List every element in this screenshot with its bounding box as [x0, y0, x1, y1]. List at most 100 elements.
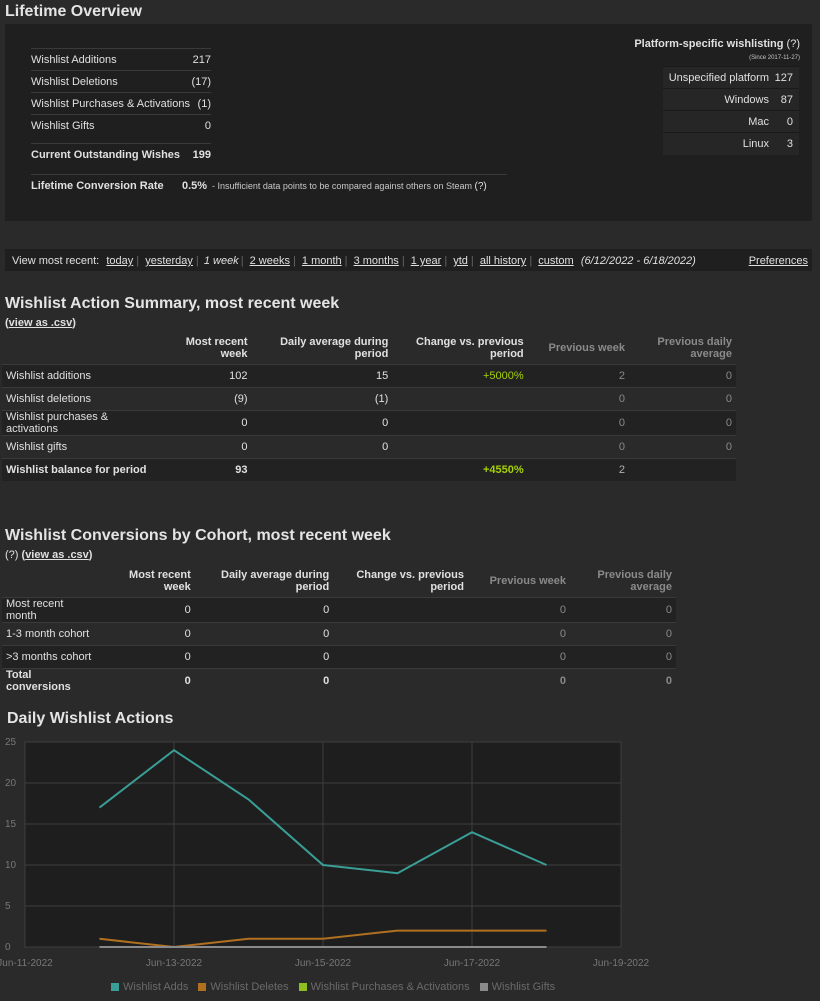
- cell-avg: 0: [194, 645, 334, 669]
- col-most-recent-week: Most recent week: [129, 568, 191, 593]
- legend-label: Wishlist Deletes: [210, 981, 289, 993]
- platform-title: Platform-specific wishlisting (?): [634, 38, 800, 50]
- cell-change: [392, 387, 528, 411]
- legend-item[interactable]: Wishlist Deletes: [198, 981, 289, 993]
- x-tick-label: Jun-11-2022: [0, 958, 53, 969]
- row-label: Wishlist deletions: [2, 387, 155, 411]
- cell-prevavg: 0: [570, 622, 676, 646]
- summary-table: Most recent week Daily average during pe…: [2, 331, 736, 481]
- legend-label: Wishlist Purchases & Activations: [310, 981, 470, 993]
- range-link-ytd[interactable]: ytd: [453, 255, 468, 267]
- cell-week: 0: [99, 622, 195, 646]
- cell-prevavg: 0: [570, 597, 676, 623]
- cell-change: [333, 597, 468, 623]
- table-row: >3 months cohort 0 0 0 0: [2, 645, 676, 669]
- cell-prev: 0: [527, 410, 629, 436]
- outstanding-value: 199: [192, 149, 211, 161]
- x-tick-label: Jun-17-2022: [444, 958, 501, 969]
- table-row: Wishlist gifts 0 0 0 0: [2, 435, 736, 459]
- range-link-2-weeks[interactable]: 2 weeks: [249, 255, 290, 267]
- cell-prev: 0: [527, 435, 629, 459]
- range-link-all-history[interactable]: all history: [479, 255, 527, 267]
- cell-week: 0: [99, 668, 195, 693]
- legend-swatch: [298, 983, 307, 991]
- legend-item[interactable]: Wishlist Purchases & Activations: [298, 981, 470, 993]
- cell-prevavg: [628, 458, 736, 481]
- legend-swatch: [111, 983, 119, 991]
- legend-item[interactable]: Wishlist Gifts: [479, 981, 556, 993]
- daily-wishlist-chart: 0 5 10 15 20 25 Jun-11-2022 Jun-13-2022 Jun-15-2…: [0, 737, 650, 969]
- cell-avg: 15: [251, 364, 393, 388]
- legend-label: Wishlist Gifts: [491, 981, 556, 993]
- cell-prevavg: 0: [628, 410, 736, 436]
- cell-avg: 0: [194, 668, 334, 693]
- lifetime-row-deletions: Wishlist Deletions (17): [31, 70, 211, 93]
- y-tick-label: 25: [5, 737, 17, 748]
- chart-title: Daily Wishlist Actions: [7, 710, 174, 727]
- summary-balance-row: Wishlist balance for period 93 +4550% 2: [2, 458, 736, 481]
- cohort-total-row: Total conversions 0 0 0 0: [2, 668, 676, 693]
- range-link-today[interactable]: today: [106, 255, 134, 267]
- cell-prev: 0: [467, 597, 571, 623]
- cell-prev: 2: [527, 364, 629, 388]
- conversion-label: Lifetime Conversion Rate: [31, 180, 164, 192]
- cell-avg: (1): [251, 387, 393, 411]
- row-label: Wishlist purchases & activations: [2, 410, 155, 436]
- platform-help-link[interactable]: (?): [786, 38, 800, 50]
- col-previous-daily-average: Previous daily average: [597, 568, 672, 593]
- cell-change: [392, 435, 528, 459]
- platform-value: 87: [780, 94, 793, 106]
- row-label: 1-3 month cohort: [2, 622, 100, 646]
- lifetime-value: (1): [197, 98, 211, 110]
- cell-prevavg: 0: [570, 668, 676, 693]
- row-label: Total conversions: [2, 668, 100, 693]
- table-row: Wishlist purchases & activations 0 0 0 0: [2, 410, 736, 436]
- lifetime-conversion-row: Lifetime Conversion Rate 0.5% - Insuffic…: [31, 174, 507, 197]
- cell-prevavg: 0: [628, 435, 736, 459]
- range-link-yesterday[interactable]: yesterday: [145, 255, 193, 267]
- lifetime-value: 0: [204, 120, 211, 132]
- y-tick-label: 5: [5, 901, 11, 912]
- cell-prevavg: 0: [628, 387, 736, 411]
- lifetime-overview-title: Lifetime Overview: [5, 3, 142, 20]
- cell-prev: 0: [527, 387, 629, 411]
- cohort-csv-link[interactable]: view as .csv: [25, 549, 89, 561]
- legend-item[interactable]: Wishlist Adds: [111, 981, 188, 993]
- cohort-header-row: Most recent week Daily average during pe…: [2, 564, 676, 598]
- summary-csv-link[interactable]: view as .csv: [8, 317, 73, 329]
- lifetime-label: Wishlist Purchases & Activations: [31, 98, 190, 110]
- platform-value: 0: [786, 116, 793, 128]
- range-link-1-month[interactable]: 1 month: [301, 255, 342, 267]
- view-range-label: View most recent:: [12, 255, 100, 267]
- range-link-custom[interactable]: custom: [538, 255, 574, 267]
- cell-change: [392, 410, 528, 436]
- row-label: Wishlist balance for period: [2, 458, 155, 481]
- cell-prev: 2: [527, 458, 629, 481]
- platform-label: Mac: [748, 116, 769, 128]
- table-row: 1-3 month cohort 0 0 0 0: [2, 622, 676, 646]
- row-label: Wishlist additions: [2, 364, 155, 388]
- platform-row-mac: Mac 0: [663, 110, 799, 133]
- legend-swatch: [479, 983, 488, 991]
- platform-since: (Since 2017-11-27): [749, 55, 800, 61]
- cohort-help-link[interactable]: (?): [5, 549, 19, 561]
- platform-label: Linux: [742, 138, 769, 150]
- cell-week: 0: [154, 435, 252, 459]
- summary-title: Wishlist Action Summary, most recent wee…: [5, 295, 340, 312]
- range-link-3-months[interactable]: 3 months: [353, 255, 399, 267]
- lifetime-row-purchases: Wishlist Purchases & Activations (1): [31, 92, 211, 115]
- col-previous-week: Previous week: [548, 341, 625, 354]
- outstanding-label: Current Outstanding Wishes: [31, 149, 181, 161]
- summary-csv: (view as .csv): [5, 317, 76, 329]
- range-link-1-year[interactable]: 1 year: [410, 255, 442, 267]
- preferences-link[interactable]: Preferences: [748, 255, 808, 267]
- platform-title-text: Platform-specific wishlisting: [634, 38, 784, 50]
- cell-change: +5000%: [392, 364, 528, 388]
- conversion-help-link[interactable]: (?): [474, 181, 487, 192]
- y-tick-label: 20: [5, 778, 17, 789]
- col-previous-week: Previous week: [489, 574, 567, 587]
- x-tick-label: Jun-13-2022: [146, 958, 203, 969]
- cell-change: [333, 668, 468, 693]
- lifetime-label: Wishlist Additions: [31, 54, 117, 66]
- summary-header-row: Most recent week Daily average during pe…: [2, 331, 736, 365]
